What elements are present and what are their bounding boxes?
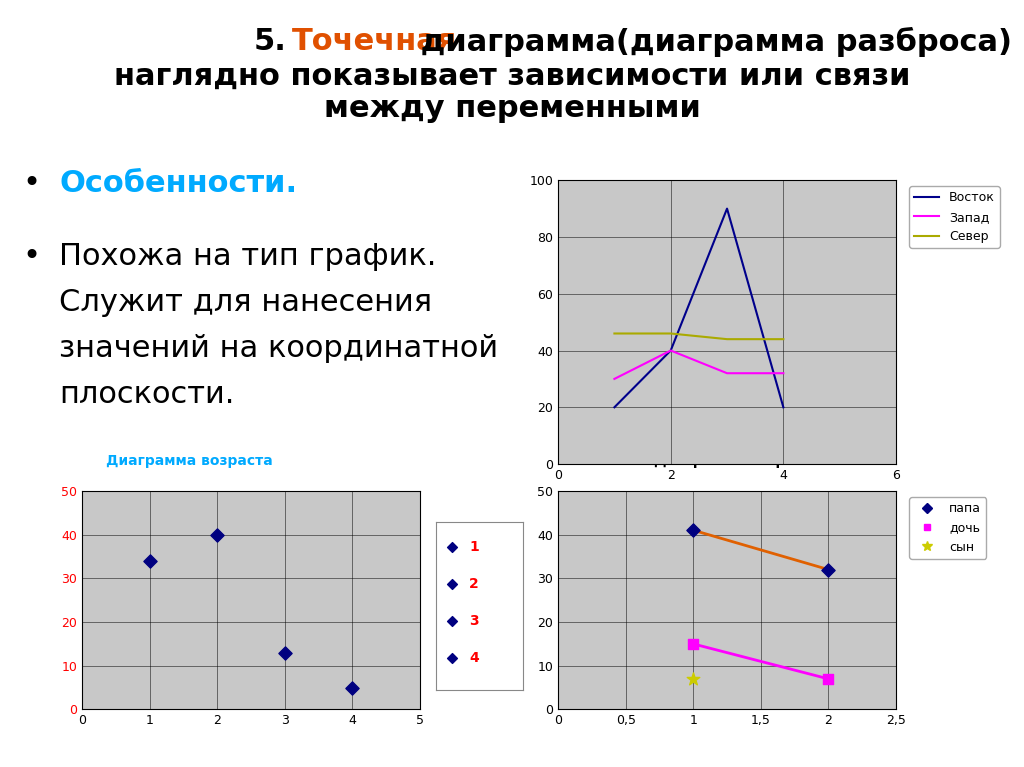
Point	[443, 652, 460, 664]
Восток	[608, 403, 621, 412]
Point	[276, 647, 293, 659]
Север	[608, 329, 621, 338]
Text: Служит для нанесения: Служит для нанесения	[59, 288, 432, 317]
Text: между переменными: между переменными	[324, 94, 700, 123]
Text: 3: 3	[469, 614, 479, 628]
Text: 2: 2	[469, 577, 479, 591]
Line: Запад: Запад	[614, 351, 783, 379]
Point	[443, 615, 460, 627]
Point	[685, 638, 701, 650]
Text: наглядно показывает зависимости или связи: наглядно показывает зависимости или связ…	[114, 61, 910, 91]
Legend: Восток, Запад, Север: Восток, Запад, Север	[909, 186, 999, 248]
Север	[721, 334, 733, 344]
Point	[443, 578, 460, 590]
Text: Похожа на тип график.: Похожа на тип график.	[59, 242, 437, 271]
Восток	[721, 204, 733, 213]
Line: Восток: Восток	[614, 209, 783, 407]
Запад	[608, 374, 621, 384]
Text: •: •	[23, 169, 41, 198]
Восток	[777, 403, 790, 412]
Text: плоскости.: плоскости.	[59, 380, 234, 409]
Text: 5.: 5.	[254, 27, 287, 56]
Text: значений на координатной: значений на координатной	[59, 334, 499, 363]
Point	[820, 564, 837, 576]
Восток	[665, 346, 677, 355]
Point	[141, 555, 158, 567]
Legend: папа, дочь, сын: папа, дочь, сын	[909, 497, 986, 558]
Text: Особенности.: Особенности.	[59, 169, 298, 198]
Text: 1: 1	[469, 540, 479, 554]
Запад	[721, 369, 733, 378]
Запад	[665, 346, 677, 355]
Text: Диаграмма возраста: Диаграмма возраста	[654, 454, 820, 468]
Point	[820, 673, 837, 685]
Point	[209, 528, 225, 541]
Запад	[777, 369, 790, 378]
Text: Диаграмма возраста: Диаграмма возраста	[106, 454, 272, 468]
Север	[665, 329, 677, 338]
Point	[685, 673, 701, 685]
Text: 4: 4	[469, 651, 479, 665]
Text: Точечная: Точечная	[292, 27, 457, 56]
Line: Север: Север	[614, 334, 783, 339]
Text: диаграмма(диаграмма разброса): диаграмма(диаграмма разброса)	[410, 27, 1012, 57]
Point	[443, 541, 460, 553]
Text: •: •	[23, 242, 41, 271]
Point	[344, 682, 360, 693]
Point	[685, 524, 701, 536]
Север	[777, 334, 790, 344]
